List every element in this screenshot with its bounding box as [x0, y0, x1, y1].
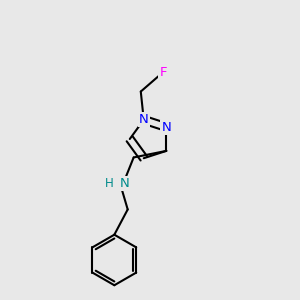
Text: N: N [120, 177, 130, 190]
Text: N: N [161, 121, 171, 134]
Text: F: F [159, 66, 167, 79]
Text: N: N [139, 113, 148, 126]
Text: H: H [105, 177, 113, 190]
